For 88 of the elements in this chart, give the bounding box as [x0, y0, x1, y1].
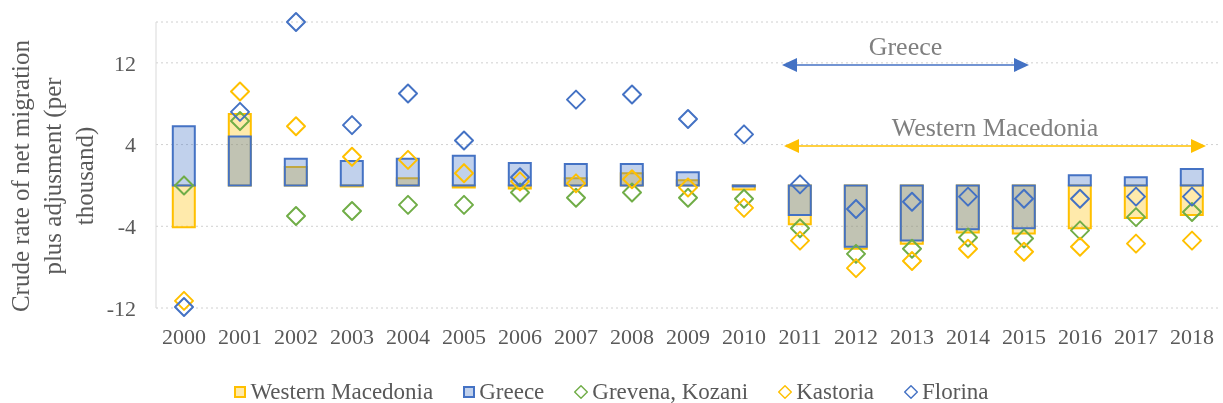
x-tick-label: 2006 — [498, 323, 542, 349]
x-tick-label: 2010 — [722, 323, 766, 349]
y-tick-label: 12 — [114, 50, 136, 76]
bar — [675, 171, 700, 187]
y-tick-label: -4 — [117, 214, 136, 240]
point — [1070, 236, 1090, 257]
point — [1014, 241, 1034, 262]
point — [790, 218, 810, 239]
point — [174, 296, 194, 317]
legend-label: Florina — [922, 379, 989, 403]
x-tick-label: 2005 — [442, 323, 486, 349]
bar — [1179, 168, 1204, 187]
x-tick-label: 2014 — [946, 323, 990, 349]
point — [566, 173, 586, 194]
bar — [283, 157, 308, 187]
point — [846, 258, 866, 279]
point — [230, 111, 250, 132]
x-tick-label: 2017 — [1114, 323, 1158, 349]
point — [622, 84, 642, 105]
point — [734, 124, 754, 145]
bar — [1067, 174, 1092, 187]
x-tick-label: 2002 — [274, 323, 318, 349]
bar — [171, 184, 196, 229]
point — [566, 89, 586, 110]
point — [902, 191, 922, 212]
x-tick-label: 2015 — [1002, 323, 1046, 349]
point — [958, 186, 978, 207]
y-tick-label: 4 — [125, 132, 136, 158]
legend-label: Grevena, Kozani — [592, 379, 749, 403]
point — [342, 146, 362, 167]
y-tick-label: -12 — [106, 295, 136, 321]
point — [342, 115, 362, 136]
legend-label: Western Macedonia — [250, 379, 434, 403]
x-tick-label: 2003 — [330, 323, 374, 349]
point — [958, 238, 978, 259]
annotation: Western Macedonia — [891, 112, 1099, 142]
bar — [227, 135, 252, 187]
point — [958, 227, 978, 248]
point — [1182, 230, 1202, 251]
x-tick-label: 2013 — [890, 323, 934, 349]
point — [1070, 220, 1090, 241]
point — [174, 175, 194, 196]
point — [734, 197, 754, 218]
x-tick-label: 2001 — [218, 323, 262, 349]
point — [286, 116, 306, 137]
point — [566, 187, 586, 208]
x-tick-label: 2004 — [386, 323, 430, 349]
point — [230, 101, 250, 122]
point — [622, 182, 642, 203]
annotation: Greece — [868, 31, 943, 61]
point — [902, 238, 922, 259]
point — [510, 182, 530, 203]
point — [286, 206, 306, 227]
x-tick-label: 2018 — [1170, 323, 1214, 349]
point — [342, 200, 362, 221]
legend-label: Greece — [479, 379, 545, 403]
point — [1126, 233, 1146, 254]
x-tick-label: 2016 — [1058, 323, 1102, 349]
bar — [171, 125, 196, 187]
point — [1014, 228, 1034, 249]
point — [398, 83, 418, 104]
point — [678, 177, 698, 198]
x-tick-label: 2007 — [554, 323, 598, 349]
x-tick-label: 2008 — [610, 323, 654, 349]
point — [174, 290, 194, 311]
point — [1182, 201, 1202, 222]
point — [790, 230, 810, 251]
point — [230, 81, 250, 102]
point — [454, 194, 474, 215]
point — [678, 109, 698, 130]
point — [902, 251, 922, 272]
y-axis-title: Crude rate of net migration plus adjusment (per thousand) — [7, 39, 99, 313]
x-tick-label: 2009 — [666, 323, 710, 349]
point — [398, 149, 418, 170]
point — [678, 187, 698, 208]
bar — [1123, 176, 1148, 187]
x-tick-label: 2012 — [834, 323, 878, 349]
legend-label: Kastoria — [796, 379, 875, 403]
bar — [339, 159, 364, 187]
point — [286, 12, 306, 32]
point — [790, 174, 810, 195]
point — [454, 130, 474, 151]
point — [734, 188, 754, 209]
point — [1126, 207, 1146, 228]
point — [398, 194, 418, 215]
x-tick-label: 2000 — [162, 323, 206, 349]
point — [846, 243, 866, 264]
x-tick-label: 2011 — [778, 323, 822, 349]
